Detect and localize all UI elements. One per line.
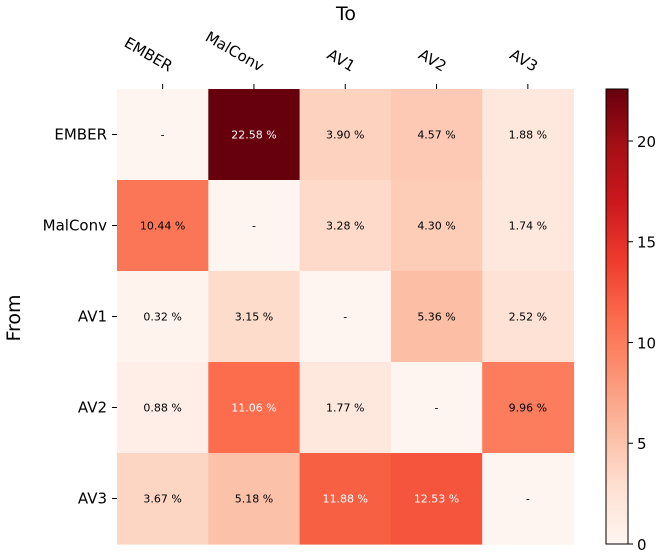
colorbar-tick-label: 15: [637, 234, 656, 252]
heatmap-cell: [390, 271, 483, 363]
cell-value-label: 22.58 %: [231, 129, 276, 142]
cell-value-label: 4.30 %: [417, 220, 455, 233]
heatmap-cell: [117, 89, 209, 181]
cell-value-label: 1.74 %: [509, 220, 547, 233]
colorbar-tick-label: 10: [637, 334, 656, 352]
cell-value-label: -: [252, 220, 256, 233]
cell-value-label: 3.15 %: [235, 311, 273, 324]
heatmap-cell: [299, 362, 392, 454]
cell-value-label: 3.67 %: [143, 493, 181, 506]
heatmap-cell: [208, 180, 301, 272]
colorbar-tick-label: 5: [637, 435, 647, 453]
column-label: AV1: [324, 45, 358, 75]
heatmap-cell: [390, 453, 483, 545]
cell-value-label: 1.88 %: [509, 129, 547, 142]
heatmap-cell: [299, 271, 392, 363]
y-axis-title: From: [3, 294, 25, 341]
heatmap-cell: [208, 362, 301, 454]
cell-value-label: 3.90 %: [326, 129, 364, 142]
cell-value-label: -: [161, 129, 165, 142]
row-label: AV1: [78, 308, 107, 326]
cell-value-label: 4.57 %: [417, 129, 455, 142]
heatmap-cell: [117, 362, 209, 454]
cell-value-label: 2.52 %: [509, 311, 547, 324]
cell-value-label: 1.77 %: [326, 402, 364, 415]
row-label: AV2: [78, 399, 107, 417]
cell-value-label: 0.88 %: [143, 402, 181, 415]
cell-value-label: 5.36 %: [417, 311, 455, 324]
heatmap-cell: [299, 180, 392, 272]
heatmap-cell: [117, 453, 209, 545]
heatmap-cell: [117, 271, 209, 363]
column-label: AV2: [415, 45, 449, 75]
x-axis-title: To: [335, 3, 356, 25]
column-labels: EMBER MalConv AV1 AV2 AV3: [121, 28, 541, 89]
cell-value-label: 11.06 %: [231, 402, 276, 415]
heatmap-cell: [117, 180, 209, 272]
cell-value-label: 11.88 %: [323, 493, 368, 506]
heatmap-cell: [482, 89, 575, 181]
cell-value-label: -: [435, 402, 439, 415]
cell-value-label: 9.96 %: [509, 402, 547, 415]
row-label: MalConv: [43, 217, 107, 235]
heatmap-cell: [299, 89, 392, 181]
heatmap-cell: [299, 453, 392, 545]
column-label: AV3: [507, 45, 541, 75]
cell-value-label: 5.18 %: [235, 493, 273, 506]
heatmap-cell: [482, 180, 575, 272]
cell-value-label: 12.53 %: [414, 493, 459, 506]
colorbar: [605, 88, 629, 545]
colorbar-tick-label: 20: [637, 133, 656, 151]
heatmap-cell: [482, 362, 575, 454]
row-labels: EMBER MalConv AV1 AV2 AV3: [43, 126, 117, 508]
cell-value-label: -: [526, 493, 530, 506]
row-label: AV3: [78, 490, 107, 508]
colorbar-ticks: 0 5 10 15 20: [628, 133, 656, 554]
heatmap-cell: [208, 89, 301, 181]
row-label: EMBER: [54, 126, 107, 144]
cell-value-label: 3.28 %: [326, 220, 364, 233]
heatmap-cell: [390, 362, 483, 454]
heatmap-cell: [482, 271, 575, 363]
heatmap-cell: [482, 453, 575, 545]
colorbar-tick-label: 0: [637, 536, 647, 554]
heatmap-cells: - 22.58 % 3.90 % 4.57 % 1.88 % 10.44 % - 3.28 %…: [117, 89, 575, 545]
column-label: MalConv: [202, 28, 267, 76]
heatmap-cell: [390, 89, 483, 181]
heatmap-cell: [208, 271, 301, 363]
cell-value-label: 10.44 %: [140, 220, 185, 233]
heatmap-cell: [390, 180, 483, 272]
column-label: EMBER: [121, 34, 176, 76]
cell-value-label: -: [343, 311, 347, 324]
heatmap-cell: [208, 453, 301, 545]
cell-value-label: 0.32 %: [143, 311, 181, 324]
